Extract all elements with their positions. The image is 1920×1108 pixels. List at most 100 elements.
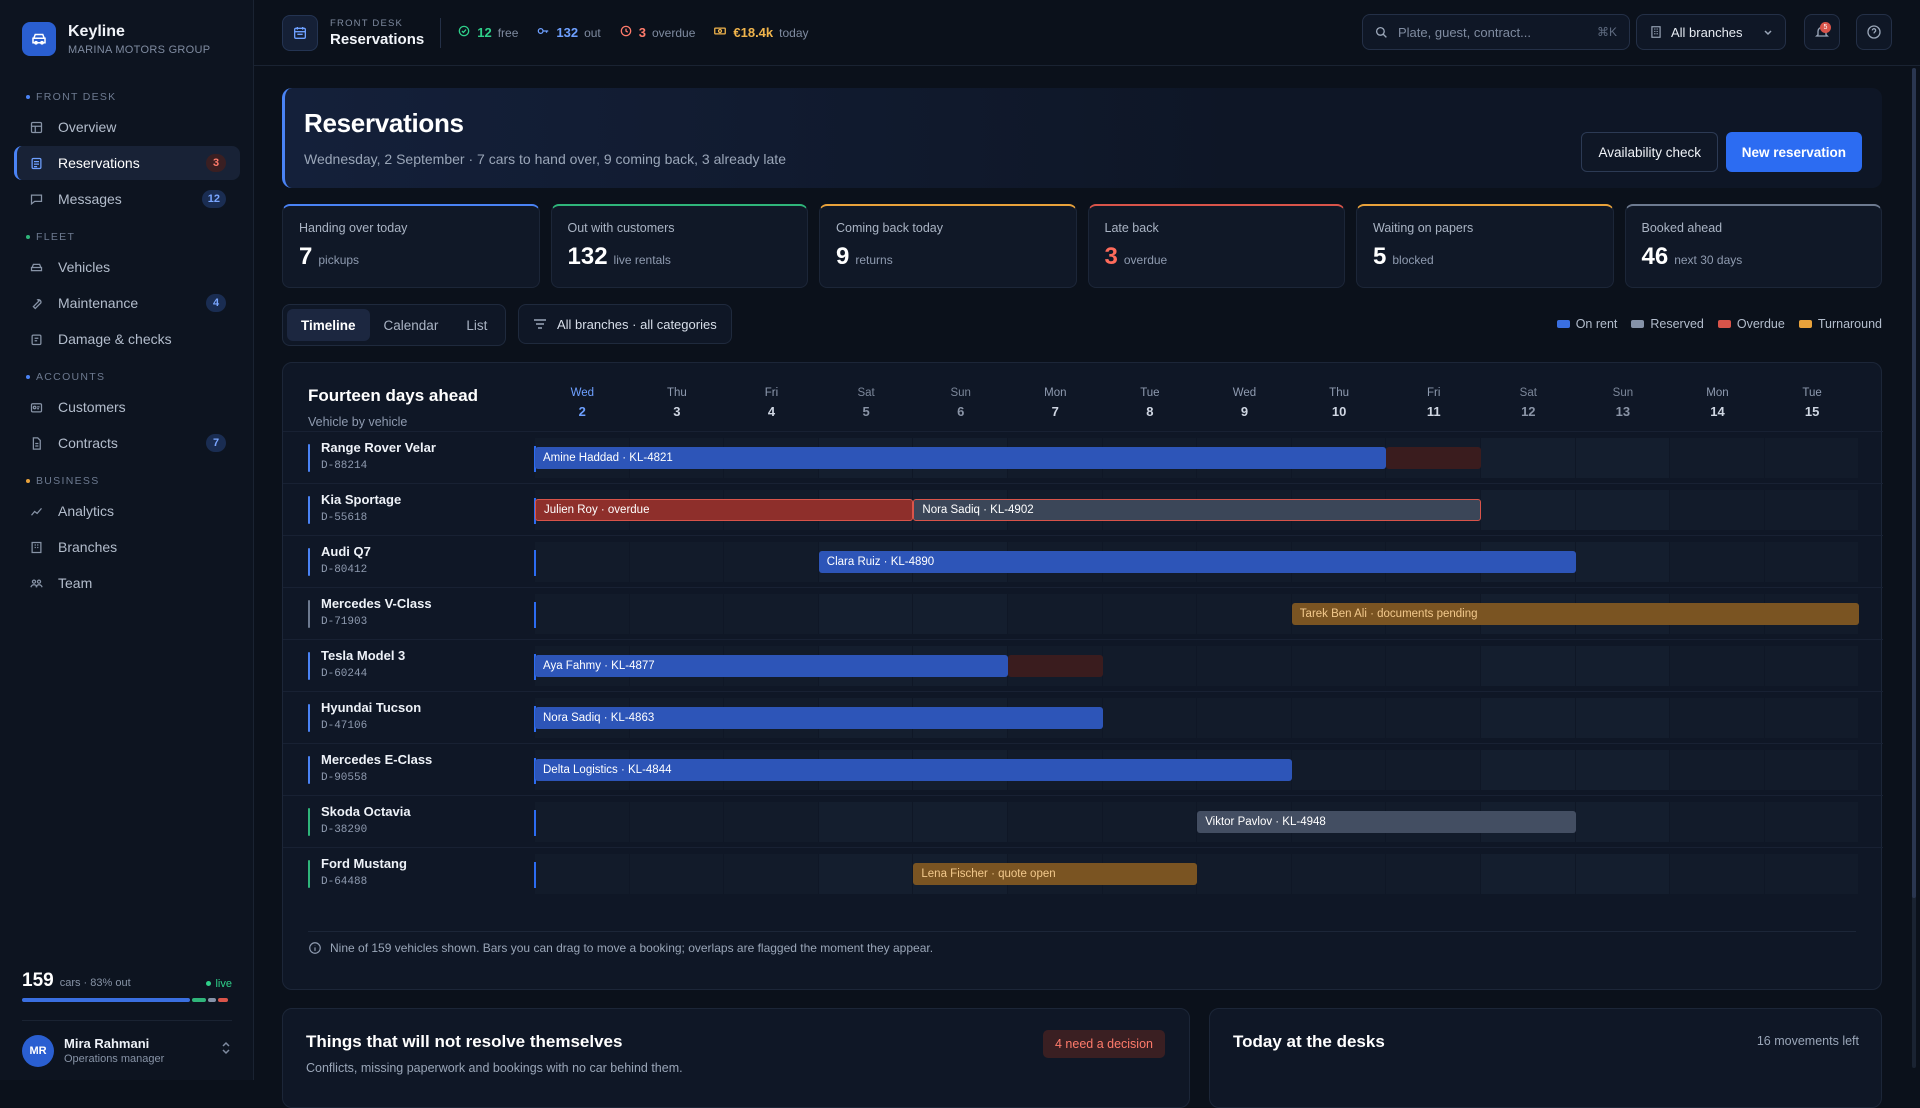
day-cell[interactable]: [1008, 802, 1103, 842]
day-cell[interactable]: [1764, 542, 1860, 582]
sidebar-item-overview[interactable]: Overview: [14, 110, 240, 144]
vehicle-name[interactable]: Kia Sportage: [321, 492, 402, 507]
day-cell[interactable]: [818, 802, 914, 842]
user-menu[interactable]: MR Mira Rahmani Operations manager: [22, 1020, 232, 1080]
day-cell[interactable]: [1575, 646, 1671, 686]
sidebar-item-vehicles[interactable]: Vehicles: [14, 250, 240, 284]
day-cell[interactable]: [1575, 490, 1671, 530]
day-cell[interactable]: [724, 802, 819, 842]
kpi-card[interactable]: Booked ahead 46 next 30 days: [1624, 204, 1882, 288]
day-cell[interactable]: [1575, 438, 1671, 478]
booking-bar[interactable]: Aya Fahmy · KL-4877: [535, 655, 1008, 677]
day-cell[interactable]: [1575, 698, 1671, 738]
day-cell[interactable]: [1670, 802, 1765, 842]
decision-badge[interactable]: 4 need a decision: [1043, 1030, 1165, 1058]
day-cell[interactable]: [1481, 854, 1576, 894]
kpi-card[interactable]: Out with customers 132 live rentals: [550, 204, 808, 288]
vehicle-name[interactable]: Range Rover Velar: [321, 440, 436, 455]
day-cell[interactable]: [1481, 750, 1576, 790]
booking-bar[interactable]: Nora Sadiq · KL-4902: [913, 499, 1481, 521]
day-cell[interactable]: [818, 594, 914, 634]
booking-bar[interactable]: Amine Haddad · KL-4821: [535, 447, 1387, 469]
sidebar-item-branches[interactable]: Branches: [14, 530, 240, 564]
day-cell[interactable]: [1291, 750, 1387, 790]
tab-timeline[interactable]: Timeline: [287, 309, 370, 341]
sidebar-item-contracts[interactable]: Contracts 7: [14, 426, 240, 460]
help-button[interactable]: [1856, 14, 1892, 50]
day-cell[interactable]: [1291, 854, 1387, 894]
brand[interactable]: Keyline MARINA MOTORS GROUP: [22, 22, 210, 56]
day-cell[interactable]: [629, 542, 725, 582]
day-cell[interactable]: [629, 854, 725, 894]
booking-bar[interactable]: Tarek Ben Ali · documents pending: [1291, 603, 1860, 625]
day-cell[interactable]: [1575, 854, 1671, 894]
vehicle-name[interactable]: Hyundai Tucson: [321, 700, 422, 715]
day-cell[interactable]: [1386, 646, 1481, 686]
day-cell[interactable]: [1670, 750, 1765, 790]
day-cell[interactable]: [1764, 698, 1860, 738]
kpi-card[interactable]: Late back 3 overdue: [1087, 204, 1345, 288]
sidebar-item-customers[interactable]: Customers: [14, 390, 240, 424]
day-cell[interactable]: [1102, 802, 1198, 842]
day-cell[interactable]: [629, 802, 725, 842]
day-cell[interactable]: [724, 854, 819, 894]
day-cell[interactable]: [1670, 854, 1765, 894]
buffer-bar[interactable]: [1386, 447, 1481, 469]
day-cell[interactable]: [1481, 438, 1576, 478]
booking-bar[interactable]: Delta Logistics · KL-4844: [535, 759, 1292, 781]
day-cell[interactable]: [1197, 698, 1292, 738]
day-cell[interactable]: [629, 594, 725, 634]
day-cell[interactable]: [1197, 646, 1292, 686]
day-cell[interactable]: [1764, 854, 1860, 894]
day-cell[interactable]: [535, 542, 630, 582]
day-cell[interactable]: [1481, 490, 1576, 530]
day-cell[interactable]: [818, 854, 914, 894]
day-cell[interactable]: [1386, 750, 1481, 790]
sidebar-item-reservations[interactable]: Reservations 3: [14, 146, 240, 180]
day-cell[interactable]: [1764, 750, 1860, 790]
day-cell[interactable]: [1670, 542, 1765, 582]
vehicle-name[interactable]: Audi Q7: [321, 544, 371, 559]
filter-button[interactable]: All branches · all categories: [518, 304, 732, 344]
sidebar-item-team[interactable]: Team: [14, 566, 240, 600]
tab-list[interactable]: List: [466, 317, 488, 333]
day-cell[interactable]: [1197, 854, 1292, 894]
vehicle-name[interactable]: Mercedes E-Class: [321, 752, 433, 767]
day-cell[interactable]: [1102, 594, 1198, 634]
day-cell[interactable]: [1670, 438, 1765, 478]
branch-select[interactable]: All branches: [1636, 14, 1786, 50]
day-cell[interactable]: [1102, 646, 1198, 686]
day-cell[interactable]: [1481, 646, 1576, 686]
kpi-card[interactable]: Coming back today 9 returns: [819, 204, 1077, 288]
day-cell[interactable]: [535, 802, 630, 842]
day-cell[interactable]: [1386, 698, 1481, 738]
day-cell[interactable]: [1102, 698, 1198, 738]
booking-bar[interactable]: Nora Sadiq · KL-4863: [535, 707, 1103, 729]
day-cell[interactable]: [1764, 802, 1860, 842]
day-cell[interactable]: [1291, 646, 1387, 686]
day-cell[interactable]: [1481, 698, 1576, 738]
booking-bar[interactable]: Julien Roy · overdue: [535, 499, 914, 521]
sidebar-item-analytics[interactable]: Analytics: [14, 494, 240, 528]
day-cell[interactable]: [1670, 698, 1765, 738]
day-cell[interactable]: [1764, 490, 1860, 530]
sidebar-item-maintenance[interactable]: Maintenance 4: [14, 286, 240, 320]
day-cell[interactable]: [1575, 542, 1671, 582]
day-cell[interactable]: [913, 802, 1008, 842]
day-cell[interactable]: [1670, 490, 1765, 530]
sidebar-item-damage-checks[interactable]: Damage & checks: [14, 322, 240, 356]
kpi-card[interactable]: Waiting on papers 5 blocked: [1356, 204, 1614, 288]
new-reservation-button[interactable]: New reservation: [1725, 132, 1862, 172]
scrollbar[interactable]: [1912, 68, 1916, 1068]
vehicle-name[interactable]: Mercedes V-Class: [321, 596, 432, 611]
tab-calendar[interactable]: Calendar: [383, 317, 439, 333]
buffer-bar[interactable]: [1008, 655, 1103, 677]
search-input[interactable]: Plate, guest, contract... ⌘K: [1362, 14, 1630, 50]
day-cell[interactable]: [535, 854, 630, 894]
vehicle-name[interactable]: Tesla Model 3: [321, 648, 406, 663]
day-cell[interactable]: [1197, 594, 1292, 634]
booking-bar[interactable]: Lena Fischer · quote open: [913, 863, 1198, 885]
day-cell[interactable]: [724, 542, 819, 582]
day-cell[interactable]: [1764, 646, 1860, 686]
vehicle-name[interactable]: Ford Mustang: [321, 856, 407, 871]
